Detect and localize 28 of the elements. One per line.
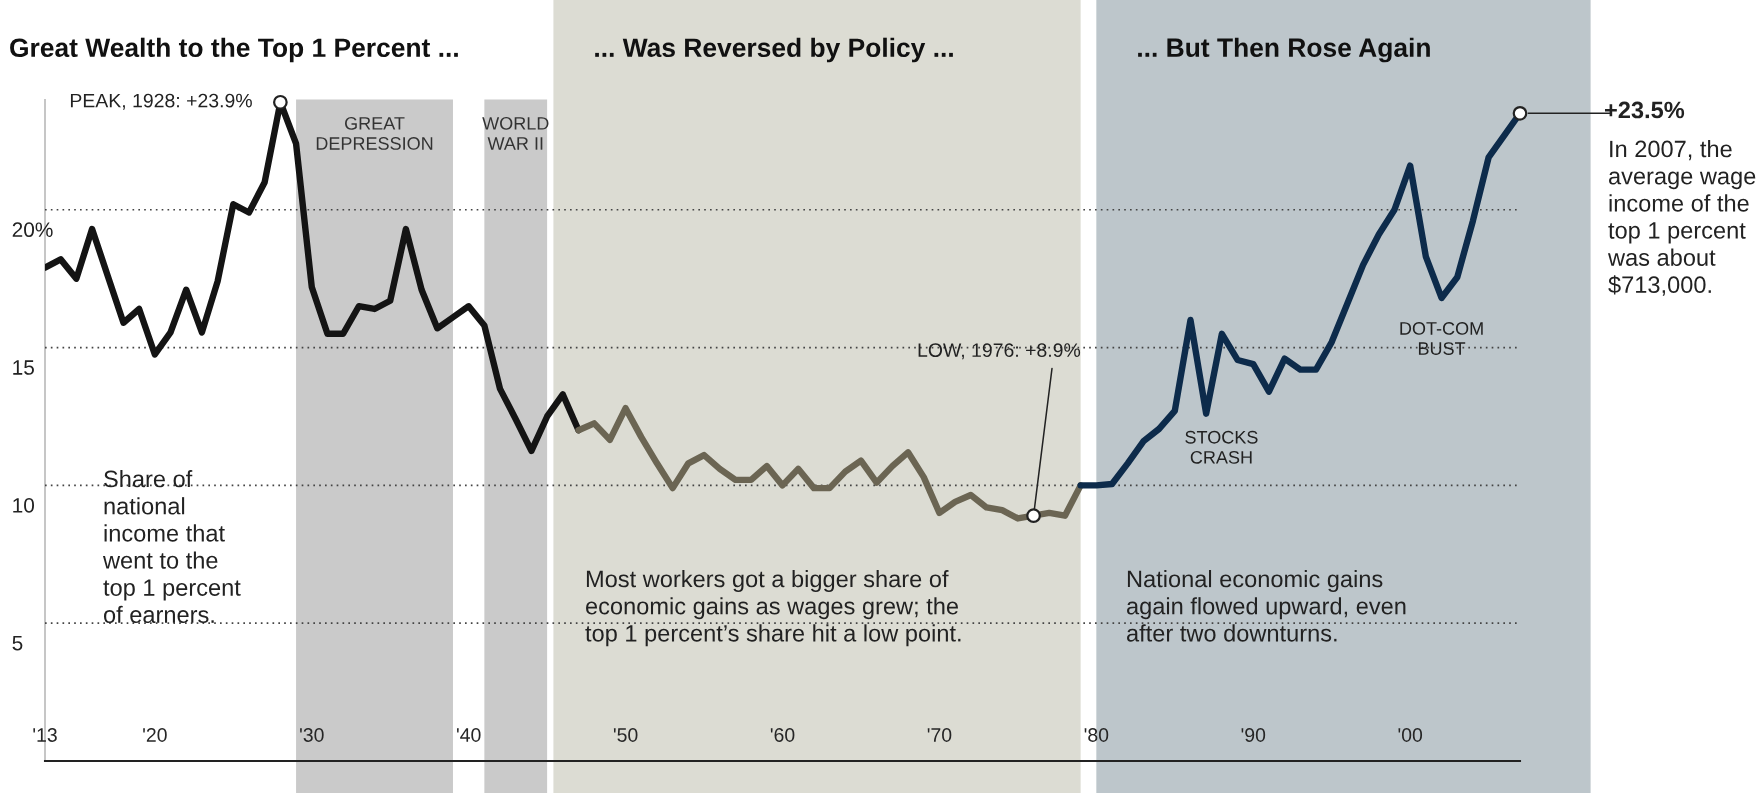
band-label: GREAT DEPRESSION bbox=[316, 116, 433, 150]
x-tick-label: '60 bbox=[770, 728, 795, 742]
x-tick-label: '20 bbox=[143, 728, 167, 742]
annotation: DOT-COM BUST bbox=[1400, 322, 1483, 355]
x-tick-label: '30 bbox=[300, 728, 324, 742]
annotation: LOW, 1976: +8.9% bbox=[918, 343, 1081, 360]
chart-title: Great Wealth to the Top 1 Percent ... bbox=[10, 37, 458, 63]
annotation: Most workers got a bigger share of economic gains as wages grew; the top 1 percent’s share hit a low point. bbox=[585, 570, 961, 647]
band-label: ... Was Reversed by Policy ... bbox=[595, 37, 953, 63]
x-tick-label: '70 bbox=[927, 728, 952, 742]
annotation: STOCKS CRASH bbox=[1185, 430, 1258, 464]
annotation: PEAK, 1928: +23.9% bbox=[70, 93, 252, 110]
band-label: ... But Then Rose Again bbox=[1138, 37, 1430, 63]
y-tick-label: 20% bbox=[12, 222, 53, 238]
x-tick-label: '40 bbox=[456, 728, 481, 742]
annotation: National economic gains again flowed upward, even after two downturns. bbox=[1127, 570, 1406, 642]
x-tick-label: '90 bbox=[1241, 728, 1266, 742]
y-tick-label: 15 bbox=[13, 360, 34, 375]
y-tick-label: 10 bbox=[13, 497, 35, 513]
text: +23.5% bbox=[1604, 101, 1685, 119]
x-tick-label: '13 bbox=[33, 728, 57, 742]
x-tick-label: '50 bbox=[613, 728, 638, 742]
annotation: Share of national income that went to the top 1 percent of earners. bbox=[102, 470, 241, 624]
x-tick-label: '80 bbox=[1084, 728, 1109, 742]
y-tick-label: 5 bbox=[12, 635, 23, 651]
text: In 2007, the average wage income of the top 1 percent was about $713,000. bbox=[1607, 140, 1756, 296]
x-tick-label: '00 bbox=[1398, 728, 1423, 742]
band-label: WORLD WAR II bbox=[482, 116, 549, 150]
